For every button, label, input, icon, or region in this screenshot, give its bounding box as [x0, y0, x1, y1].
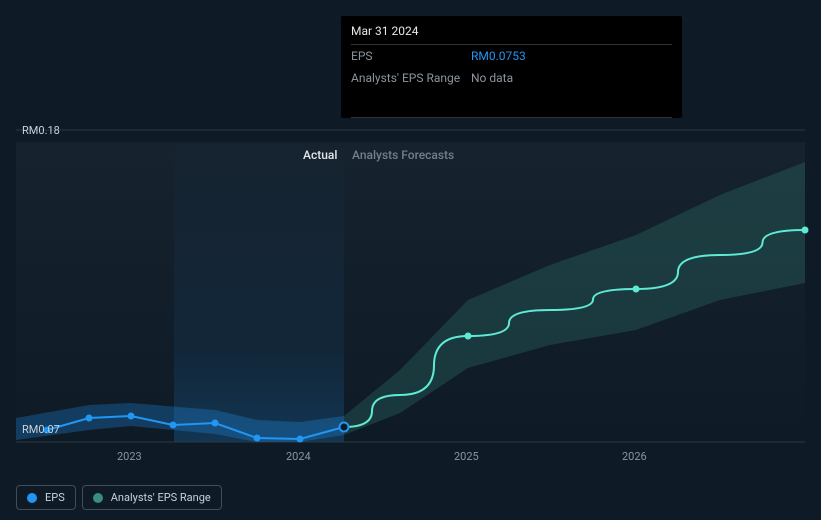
section-label-actual: Actual — [303, 148, 337, 162]
data-point[interactable] — [128, 413, 135, 420]
tooltip-key: Analysts' EPS Range — [351, 71, 471, 85]
section-label-forecast: Analysts Forecasts — [352, 148, 454, 162]
legend-swatch — [27, 493, 37, 503]
tooltip-value: No data — [471, 71, 513, 85]
data-point[interactable] — [465, 333, 472, 340]
data-point[interactable] — [170, 422, 177, 429]
tooltip-row: EPSRM0.0753 — [341, 45, 682, 67]
x-axis-label: 2023 — [117, 450, 142, 463]
data-point[interactable] — [86, 415, 93, 422]
y-axis-label: RM0.07 — [22, 423, 60, 436]
chart-legend: EPS Analysts' EPS Range — [16, 485, 222, 510]
data-point[interactable] — [340, 423, 349, 432]
chart-tooltip: Mar 31 2024 EPSRM0.0753Analysts' EPS Ran… — [341, 16, 682, 118]
data-point[interactable] — [802, 227, 809, 234]
legend-label: EPS — [45, 491, 65, 504]
eps-forecast-chart: RM0.18 RM0.07 2023 2024 2025 2026 Actual Ana… — [0, 0, 821, 520]
tooltip-row: Analysts' EPS RangeNo data — [341, 67, 682, 89]
data-point[interactable] — [212, 420, 219, 427]
legend-label: Analysts' EPS Range — [111, 491, 211, 504]
tooltip-date: Mar 31 2024 — [341, 16, 682, 44]
legend-item-eps[interactable]: EPS — [16, 485, 76, 510]
legend-item-eps-range[interactable]: Analysts' EPS Range — [82, 485, 222, 510]
x-axis-label: 2024 — [286, 450, 311, 463]
tooltip-divider — [351, 117, 672, 118]
tooltip-value: RM0.0753 — [471, 49, 526, 63]
data-point[interactable] — [297, 436, 304, 443]
legend-swatch — [93, 493, 103, 503]
y-axis-label: RM0.18 — [22, 124, 60, 137]
data-point[interactable] — [254, 435, 261, 442]
highlight-period-bar — [174, 142, 344, 442]
x-axis-label: 2025 — [454, 450, 479, 463]
data-point[interactable] — [633, 286, 640, 293]
tooltip-key: EPS — [351, 49, 471, 63]
x-axis-label: 2026 — [622, 450, 647, 463]
